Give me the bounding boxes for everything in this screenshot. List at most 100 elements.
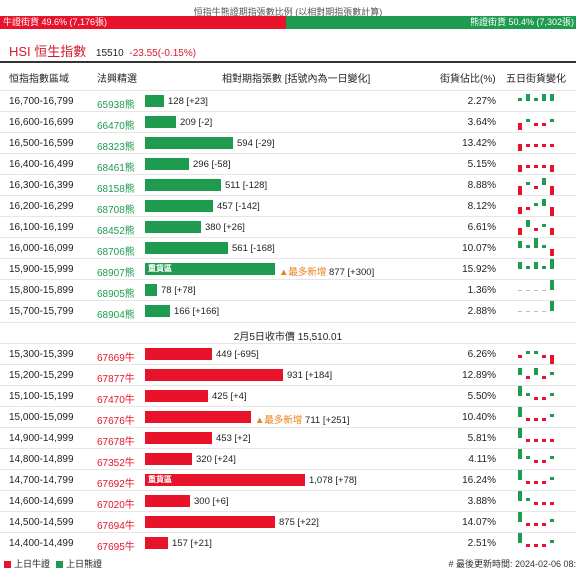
row-ratio: 2.51% — [467, 538, 496, 549]
spark-bar — [550, 455, 554, 459]
spark-bar — [550, 94, 554, 101]
contracts-value: 209 [-2] — [180, 117, 213, 128]
spark-bar — [526, 497, 530, 501]
warrant-code-link[interactable]: 65938熊 — [97, 100, 135, 111]
warrant-code-link[interactable]: 68461熊 — [97, 163, 135, 174]
warrant-code-link[interactable]: 68323熊 — [97, 142, 135, 153]
spark-bar — [550, 186, 554, 196]
warrant-code-link[interactable]: 68452熊 — [97, 226, 135, 237]
contracts-value: 425 [+4] — [212, 391, 247, 402]
table-row: 16,400-16,499 68461熊 296 [-58] 5.15% — [0, 153, 576, 175]
warrant-code-link[interactable]: 68905熊 — [97, 289, 135, 300]
contracts-bar — [145, 537, 168, 549]
row-ratio: 5.81% — [467, 433, 496, 444]
contracts-label: 561 [-168] — [232, 243, 275, 254]
row-range: 15,700-15,799 — [9, 306, 74, 317]
warrant-code-link[interactable]: 68904熊 — [97, 310, 135, 321]
table-row: 16,200-16,299 68708熊 457 [-142] 8.12% — [0, 195, 576, 217]
contracts-bar — [145, 116, 176, 128]
col-range: 恒指指數區域 — [9, 74, 69, 85]
spark-bar — [518, 449, 522, 459]
row-range: 14,900-14,999 — [9, 433, 74, 444]
contracts-value: 300 [+6] — [194, 496, 229, 507]
contracts-bar — [145, 516, 275, 528]
five-day-sparkline — [518, 470, 558, 491]
close-price-label: 2月5日收市價 15,510.01 — [233, 332, 343, 343]
five-day-sparkline — [518, 196, 558, 217]
warrant-code-link[interactable]: 67877牛 — [97, 374, 135, 385]
warrant-code-link[interactable]: 68708熊 — [97, 205, 135, 216]
warrant-code-link[interactable]: 67692牛 — [97, 479, 135, 490]
warrant-code-link[interactable]: 68907熊 — [97, 268, 135, 279]
spark-bar — [518, 470, 522, 480]
spark-bar — [550, 144, 554, 148]
row-ratio: 2.88% — [467, 306, 496, 317]
spark-bar — [526, 220, 530, 227]
warrant-code-link[interactable]: 67695牛 — [97, 542, 135, 553]
five-day-sparkline — [518, 175, 558, 196]
contracts-bar — [145, 200, 213, 212]
warrant-code-link[interactable]: 67352牛 — [97, 458, 135, 469]
spark-bar — [550, 301, 554, 311]
contracts-label: 320 [+24] — [196, 454, 236, 465]
table-row: 15,800-15,899 68905熊 78 [+78] 1.36% — [0, 279, 576, 301]
spark-bar — [550, 355, 554, 365]
index-name: HSI 恒生指數 — [9, 44, 87, 59]
five-day-sparkline — [518, 301, 558, 322]
index-quote: HSI 恒生指數 15510 -23.55(-0.15%) — [9, 41, 196, 60]
col-code: 法興精選 — [97, 74, 137, 85]
col-trend: 五日街貨變化 — [506, 74, 566, 85]
table-row: 14,800-14,899 67352牛 320 [+24] 4.11% — [0, 448, 576, 470]
warrant-code-link[interactable]: 67020牛 — [97, 500, 135, 511]
five-day-sparkline — [518, 91, 558, 112]
warrant-code-link[interactable]: 66470熊 — [97, 121, 135, 132]
warrant-code-link[interactable]: 67676牛 — [97, 416, 135, 427]
spark-bar — [542, 178, 546, 185]
table-row: 14,900-14,999 67678牛 453 [+2] 5.81% — [0, 427, 576, 449]
row-ratio: 1.36% — [467, 285, 496, 296]
contracts-bar — [145, 242, 228, 254]
warrant-code-link[interactable]: 67470牛 — [97, 395, 135, 406]
warrant-code-link[interactable]: 67669牛 — [97, 353, 135, 364]
table-row: 16,500-16,599 68323熊 594 [-29] 13.42% — [0, 132, 576, 154]
footer: 上日牛證 上日熊證 # 最後更新時間: 2024-02-06 08: — [0, 555, 576, 569]
warrant-code-link[interactable]: 67694牛 — [97, 521, 135, 532]
row-range: 16,100-16,199 — [9, 222, 74, 233]
spark-bar — [550, 502, 554, 506]
contracts-bar — [145, 495, 190, 507]
row-ratio: 13.42% — [462, 138, 496, 149]
spark-bar — [526, 439, 530, 443]
spark-bar — [550, 371, 554, 375]
spark-bar — [518, 491, 522, 501]
spark-bar — [526, 481, 530, 485]
table-row: 16,300-16,399 68158熊 511 [-128] 8.88% — [0, 174, 576, 196]
contracts-value: 166 [+166] — [174, 306, 220, 317]
contracts-value: 1,078 [+78] — [309, 475, 357, 486]
spark-bar — [534, 228, 538, 232]
warrant-code-link[interactable]: 68158熊 — [97, 184, 135, 195]
warrant-code-link[interactable]: 67678牛 — [97, 437, 135, 448]
table-row: 16,700-16,799 65938熊 128 [+23] 2.27% — [0, 90, 576, 112]
heavy-zone-label: 重貨區 — [148, 475, 172, 484]
spark-bar — [542, 311, 546, 312]
row-range: 14,600-14,699 — [9, 496, 74, 507]
spark-bar — [550, 539, 554, 543]
warrant-code-link[interactable]: 68706熊 — [97, 247, 135, 258]
row-range: 16,500-16,599 — [9, 138, 74, 149]
spark-bar — [534, 460, 538, 464]
spark-bar — [518, 207, 522, 214]
spark-bar — [526, 350, 530, 354]
contracts-label: 128 [+23] — [168, 96, 208, 107]
contracts-bar — [145, 158, 189, 170]
contracts-value: 296 [-58] — [193, 159, 231, 170]
row-range: 15,000-15,099 — [9, 412, 74, 423]
contracts-value: 711 [+251] — [305, 415, 350, 426]
contracts-bar: 重貨區 — [145, 263, 275, 275]
row-range: 15,200-15,299 — [9, 370, 74, 381]
row-ratio: 5.15% — [467, 159, 496, 170]
spark-bar — [518, 165, 522, 172]
row-ratio: 8.12% — [467, 201, 496, 212]
spark-bar — [550, 518, 554, 522]
spark-bar — [518, 228, 522, 235]
contracts-bar — [145, 95, 164, 107]
